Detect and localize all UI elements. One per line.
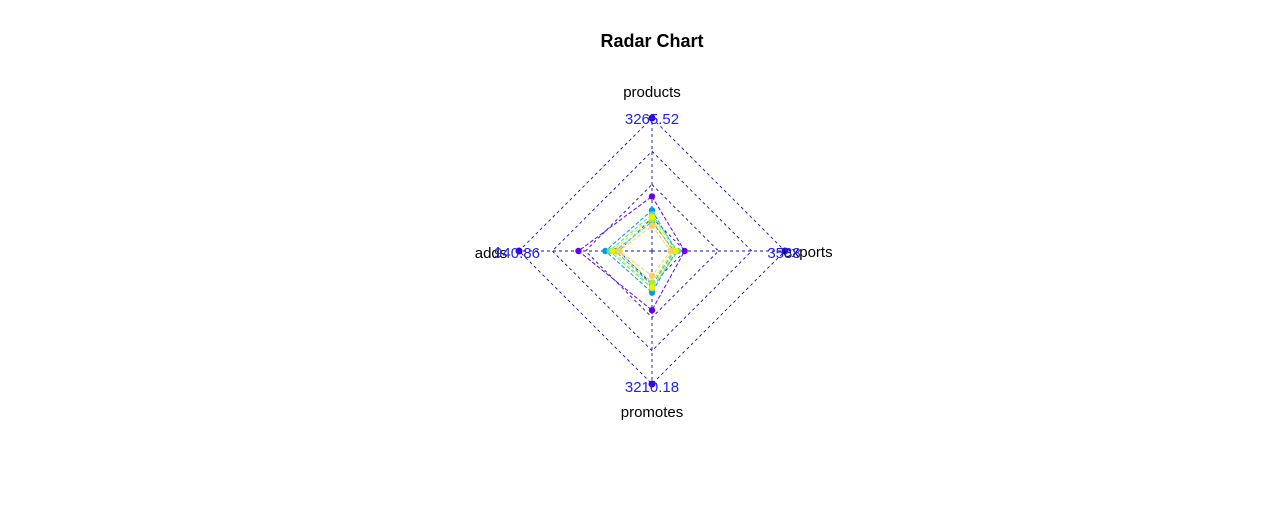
axis-max-label-exports: 3588 [767, 245, 800, 262]
chart-title: Radar Chart [600, 31, 703, 51]
series-1-point-exports [681, 247, 688, 255]
series-6-point-products [648, 213, 656, 220]
series-1-point-products [648, 193, 656, 200]
axis-label-products: products [623, 84, 681, 101]
series-1 [575, 193, 688, 314]
axis-max-marker-exports [781, 247, 789, 255]
series-line-2 [604, 209, 677, 294]
axis-max-marker-adds [515, 247, 523, 255]
axis-label-exports: exports [783, 244, 832, 261]
series-6 [609, 213, 679, 291]
series-6-point-exports [672, 247, 679, 255]
axis-max-label-promotes: 3210.18 [625, 379, 679, 396]
series-1-point-adds [575, 247, 582, 255]
series-1-point-promotes [648, 307, 656, 314]
series-6-point-adds [609, 247, 616, 255]
axis-max-marker-products [648, 114, 656, 122]
series-line-1 [577, 195, 686, 312]
grid-ring-3 [551, 150, 753, 352]
axis-max-marker-promotes [648, 380, 656, 388]
axis-max-label-adds: 940.86 [494, 245, 540, 262]
series-7 [616, 222, 674, 280]
axis-max-label-products: 3265.52 [625, 111, 679, 128]
radar-series [575, 193, 688, 314]
axis-label-adds: adds [475, 245, 508, 262]
series-6-point-promotes [648, 284, 656, 291]
axis-label-promotes: promotes [621, 404, 684, 421]
series-7-point-exports [667, 247, 674, 255]
radar-grid [515, 114, 789, 388]
series-7-point-adds [616, 247, 623, 255]
series-7-point-products [648, 222, 656, 229]
grid-ring-4 [518, 117, 786, 385]
series-7-point-promotes [648, 272, 656, 280]
